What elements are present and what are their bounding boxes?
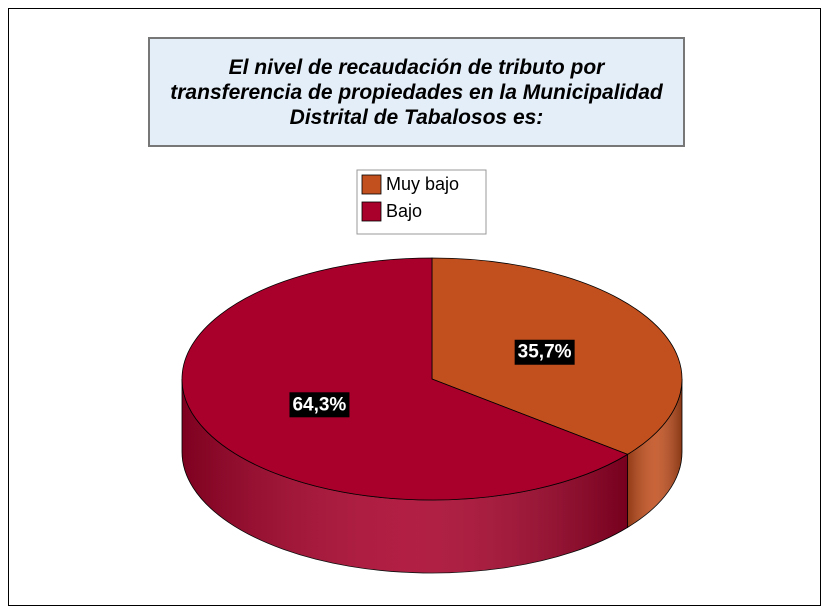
chart-title: El nivel de recaudación de tributo por t…	[148, 37, 685, 147]
legend-swatch	[361, 201, 382, 222]
data-label: 64,3%	[289, 392, 350, 418]
data-label-text: 35,7%	[518, 342, 572, 363]
chart-frame	[8, 8, 821, 606]
data-label-bg	[289, 392, 350, 418]
data-label-bg	[514, 339, 575, 365]
pie-side-shade	[627, 379, 682, 528]
pie-slice	[181, 257, 629, 501]
legend-label: Bajo	[386, 201, 422, 221]
data-label: 35,7%	[514, 339, 575, 365]
legend-swatch	[361, 174, 382, 195]
pie-side-shade	[181, 379, 628, 573]
legend-label: Muy bajo	[386, 174, 459, 194]
data-label-text: 64,3%	[292, 394, 346, 415]
